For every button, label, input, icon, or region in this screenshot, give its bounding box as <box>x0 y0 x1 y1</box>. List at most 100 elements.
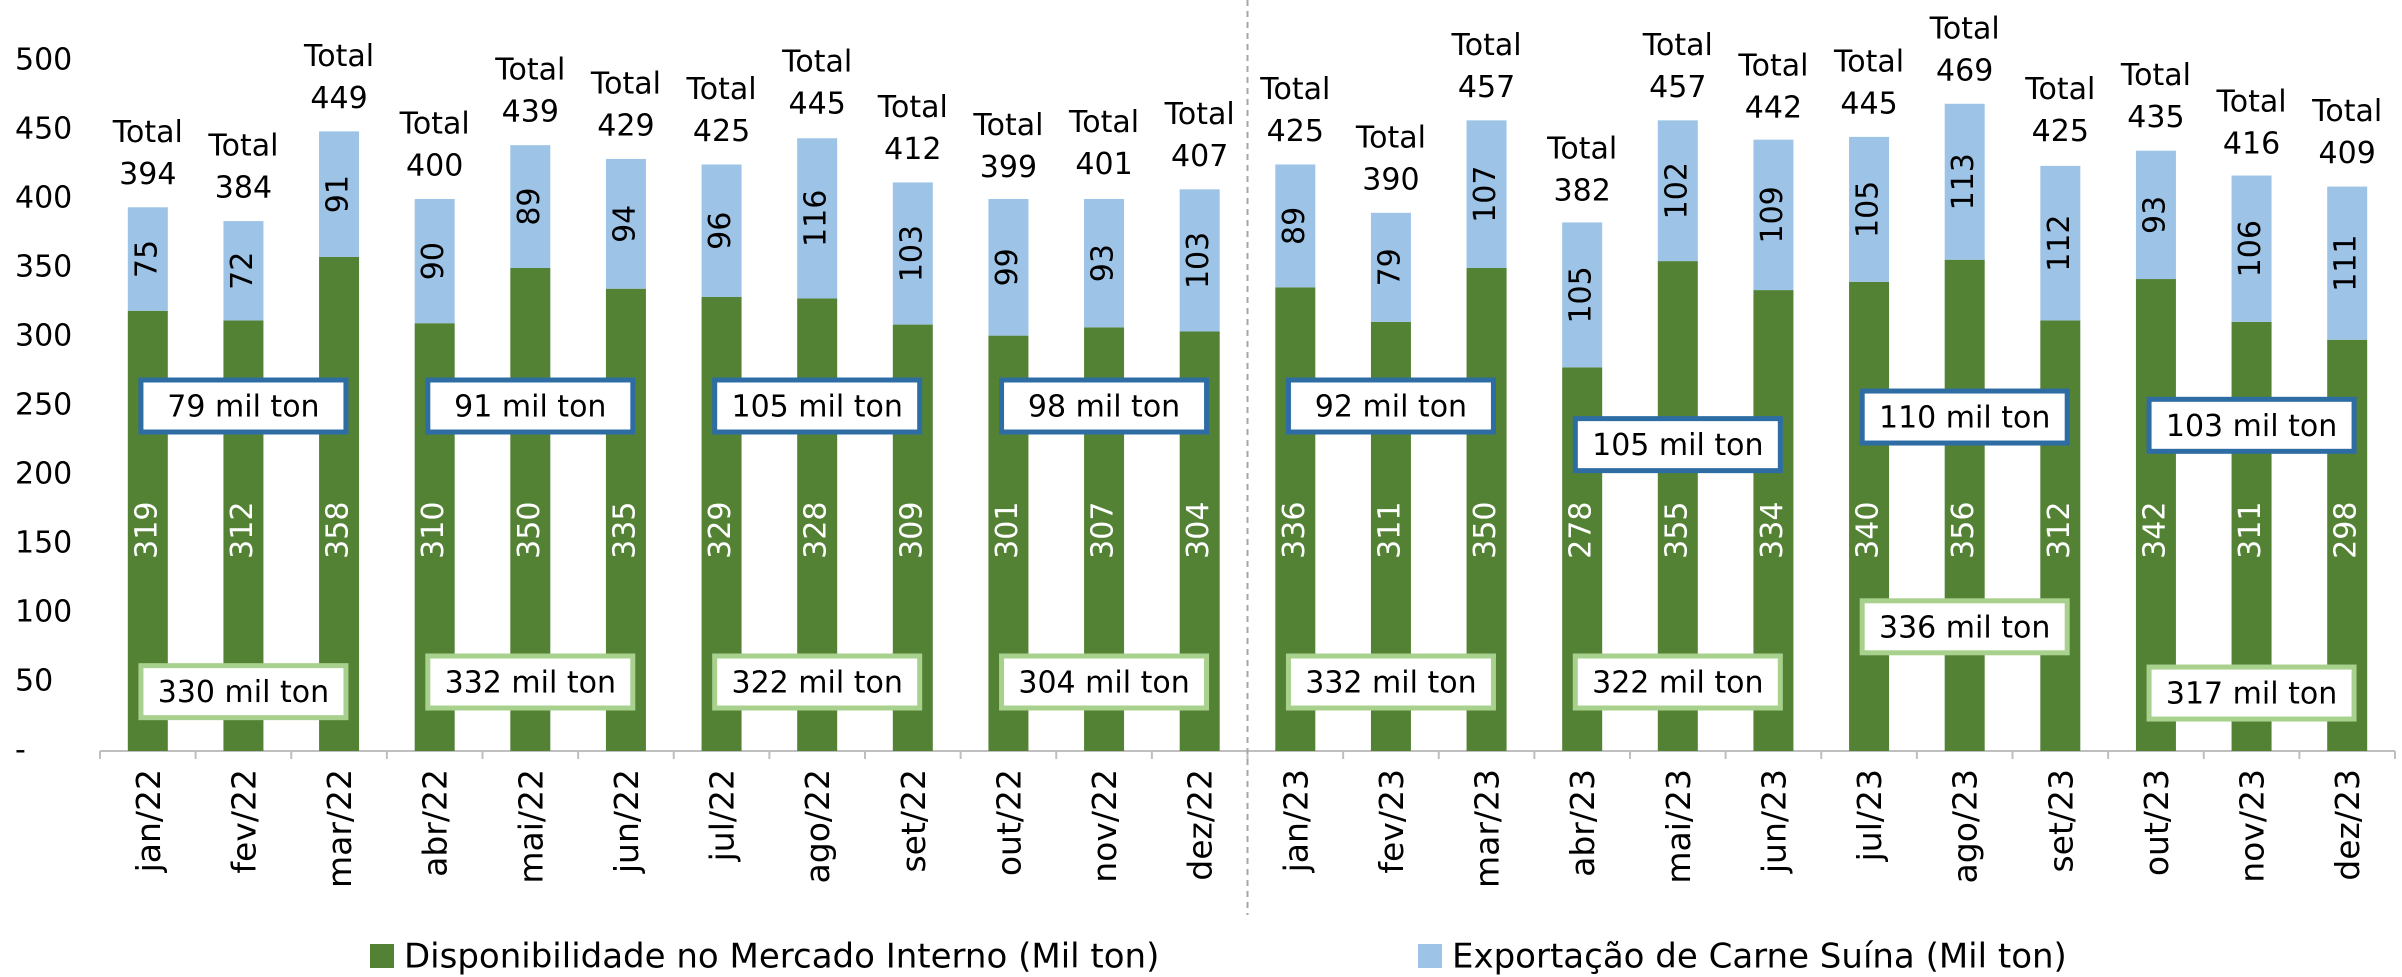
bar-segment <box>510 145 551 268</box>
y-tick-label: 500 <box>15 43 72 78</box>
value-label: 319 <box>129 502 164 559</box>
annotation-label: 317 mil ton <box>2166 677 2337 712</box>
total-value: 425 <box>693 114 750 149</box>
total-value: 457 <box>1649 70 1706 105</box>
x-tick-label: nov/22 <box>1085 769 1124 883</box>
bar-segment <box>414 199 455 324</box>
total-value: 449 <box>310 81 367 116</box>
value-label: 329 <box>703 502 738 559</box>
total-value: 407 <box>1171 139 1228 174</box>
annotation-box <box>712 653 923 711</box>
annotation-label: 304 mil ton <box>1018 666 1189 701</box>
x-tick-label: nov/23 <box>2233 769 2272 883</box>
x-tick-label: mai/22 <box>511 769 550 884</box>
total-word: Total <box>1833 44 1904 79</box>
total-word: Total <box>1068 105 1139 140</box>
x-tick-label: jun/22 <box>607 769 646 874</box>
value-label: 311 <box>2233 502 2268 559</box>
bar-segment <box>2231 175 2272 322</box>
bar-segment <box>1657 120 1698 262</box>
x-tick-label: dez/23 <box>2328 769 2367 881</box>
bar-segment <box>223 221 264 321</box>
total-word: Total <box>590 66 661 101</box>
value-label: 356 <box>1946 502 1981 559</box>
value-label: 75 <box>129 240 164 278</box>
value-label: 116 <box>799 190 834 247</box>
total-value: 429 <box>597 108 654 143</box>
total-word: Total <box>877 90 948 125</box>
total-value: 400 <box>406 149 463 184</box>
value-label: 312 <box>2042 502 2077 559</box>
value-label: 334 <box>1755 502 1790 559</box>
value-label: 102 <box>1659 162 1694 219</box>
x-tick-label: out/23 <box>2137 769 2176 876</box>
total-value: 401 <box>1075 147 1132 182</box>
annotation-label: 110 mil ton <box>1879 401 2050 436</box>
value-label: 105 <box>1564 266 1599 323</box>
x-tick-label: fev/22 <box>224 769 263 874</box>
bar-segment <box>1084 199 1125 328</box>
x-tick-label: jan/22 <box>129 769 168 873</box>
y-tick-label: 350 <box>15 250 72 285</box>
total-value: 445 <box>789 86 846 121</box>
x-tick-label: jun/23 <box>1754 769 1793 874</box>
bar-segment <box>1562 222 1603 368</box>
x-tick-label: jul/23 <box>1850 769 1889 862</box>
value-label: 335 <box>607 502 642 559</box>
value-label: 350 <box>512 502 547 559</box>
annotation-label: 330 mil ton <box>158 675 329 710</box>
value-label: 336 <box>1277 502 1312 559</box>
value-label: 350 <box>1468 502 1503 559</box>
annotation-box <box>1859 388 2070 446</box>
annotation-label: 98 mil ton <box>1028 390 1180 425</box>
total-value: 399 <box>980 150 1037 185</box>
legend-swatch <box>1418 944 1442 968</box>
value-label: 112 <box>2042 215 2077 272</box>
x-tick-label: dez/22 <box>1181 769 1220 881</box>
x-tick-label: set/22 <box>894 769 933 873</box>
value-label: 91 <box>321 175 356 213</box>
total-word: Total <box>1929 11 2000 46</box>
total-value: 425 <box>1267 114 1324 149</box>
total-word: Total <box>303 39 374 74</box>
total-word: Total <box>1451 28 1522 63</box>
value-label: 301 <box>990 502 1025 559</box>
y-tick-label: 50 <box>15 664 53 699</box>
annotation-label: 322 mil ton <box>732 666 903 701</box>
bar-segment <box>1466 120 1507 268</box>
total-word: Total <box>2216 84 2287 119</box>
value-label: 99 <box>990 248 1025 286</box>
total-word: Total <box>399 107 470 142</box>
x-tick-label: abr/22 <box>416 769 455 877</box>
total-word: Total <box>1164 97 1235 132</box>
total-value: 416 <box>2223 126 2280 161</box>
value-label: 342 <box>2137 502 2172 559</box>
value-label: 93 <box>2137 196 2172 234</box>
value-label: 310 <box>416 502 451 559</box>
annotation-label: 332 mil ton <box>1305 666 1476 701</box>
value-label: 72 <box>225 252 260 290</box>
value-label: 358 <box>321 502 356 559</box>
value-label: 312 <box>225 502 260 559</box>
total-word: Total <box>1737 49 1808 84</box>
total-value: 390 <box>1362 162 1419 197</box>
value-label: 106 <box>2233 220 2268 277</box>
total-value: 442 <box>1745 91 1802 126</box>
total-word: Total <box>1259 72 1330 107</box>
annotation-box <box>712 377 923 435</box>
y-tick-label: 300 <box>15 319 72 354</box>
x-tick-label: ago/22 <box>798 769 837 883</box>
annotation-box <box>2146 396 2357 454</box>
x-tick-label: jan/23 <box>1276 769 1315 873</box>
value-label: 113 <box>1946 153 1981 210</box>
legend-swatch <box>370 944 394 968</box>
annotation-label: 103 mil ton <box>2166 409 2337 444</box>
value-label: 109 <box>1755 186 1790 243</box>
bar-segment <box>1179 189 1220 332</box>
value-label: 309 <box>894 502 929 559</box>
total-word: Total <box>2120 58 2191 93</box>
bar-segment <box>1944 259 1985 751</box>
x-tick-label: mar/23 <box>1468 769 1507 888</box>
bar-segment <box>797 138 838 299</box>
total-value: 445 <box>1840 86 1897 121</box>
